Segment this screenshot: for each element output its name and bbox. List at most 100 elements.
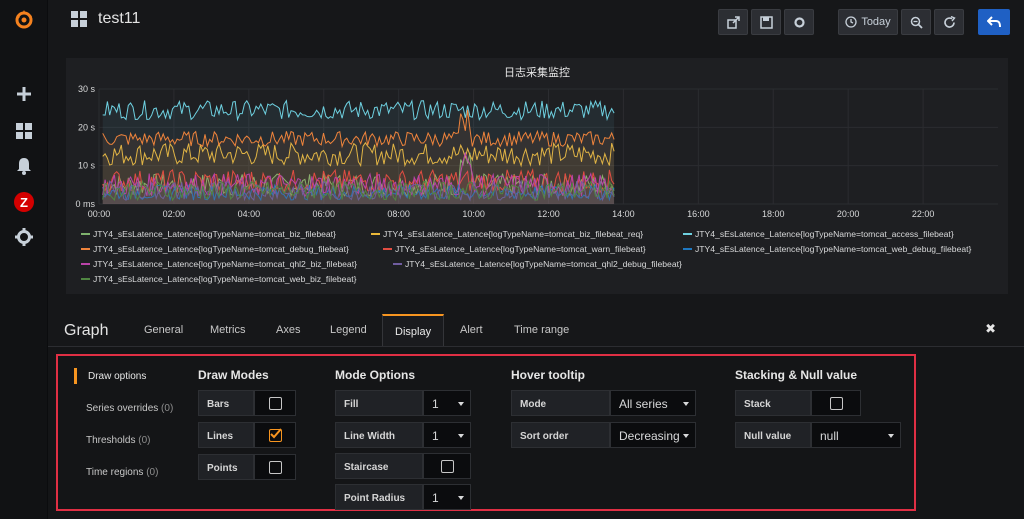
back-to-dashboard-button[interactable] <box>978 9 1010 35</box>
staircase-checkbox-cell[interactable] <box>423 453 471 479</box>
side-item-count: (0) <box>138 435 151 446</box>
side-item-series-overrides[interactable]: Series overrides (0) <box>86 403 173 414</box>
bars-label: Bars <box>198 390 254 416</box>
side-item-draw-options[interactable]: Draw options <box>88 371 146 382</box>
stack-checkbox-cell[interactable] <box>811 390 861 416</box>
back-arrow-icon <box>987 16 1001 28</box>
side-item-count: (0) <box>146 467 159 478</box>
time-picker-button[interactable]: Today <box>838 9 898 35</box>
chevron-down-icon <box>683 402 689 406</box>
staircase-checkbox[interactable] <box>441 460 454 473</box>
points-label: Points <box>198 454 254 480</box>
series-fill <box>102 100 615 204</box>
series-fill <box>102 109 615 204</box>
side-item-thresholds[interactable]: Thresholds (0) <box>86 435 150 446</box>
y-tick-label: 20 s <box>78 122 96 132</box>
sort-order-select[interactable]: Decreasing <box>610 422 696 448</box>
side-item-label: Thresholds <box>86 435 136 446</box>
dashboards-icon[interactable] <box>12 119 36 143</box>
panel-type-heading: Graph <box>64 322 109 339</box>
chevron-down-icon <box>458 402 464 406</box>
tab-display[interactable]: Display <box>382 314 445 347</box>
stack-checkbox[interactable] <box>830 397 843 410</box>
tab-general[interactable]: General <box>144 324 184 336</box>
legend-label: JTY4_sEsLatence_Latence{logTypeName=tomc… <box>93 244 349 254</box>
chevron-down-icon <box>888 434 894 438</box>
points-checkbox-cell[interactable] <box>254 454 296 480</box>
series-line <box>102 179 615 202</box>
legend-label: JTY4_sEsLatence_Latence{logTypeName=tomc… <box>405 259 682 269</box>
share-button[interactable] <box>718 9 748 35</box>
graph-panel[interactable]: 日志采集监控 0 ms 10 s 20 s 30 s 00:00 02:00 04:00 06… <box>66 58 1008 294</box>
points-checkbox[interactable] <box>269 461 282 474</box>
point-radius-value: 1 <box>432 491 439 505</box>
tab-alert[interactable]: Alert <box>460 324 483 336</box>
save-button[interactable] <box>751 9 781 35</box>
panel-editor-header: Graph General Metrics Axes Legend Displa… <box>48 310 1024 347</box>
line-width-select[interactable]: 1 <box>423 422 471 448</box>
legend-label: JTY4_sEsLatence_Latence{logTypeName=tomc… <box>93 259 357 269</box>
chevron-down-icon <box>458 496 464 500</box>
tooltip-mode-select[interactable]: All series <box>610 390 696 416</box>
refresh-button[interactable] <box>934 9 964 35</box>
x-tick-label: 06:00 <box>312 209 335 219</box>
fill-select[interactable]: 1 <box>423 390 471 416</box>
side-item-label: Time regions <box>86 467 144 478</box>
tab-time-range[interactable]: Time range <box>514 324 570 336</box>
settings-button[interactable] <box>784 9 814 35</box>
y-tick-label: 30 s <box>78 84 96 94</box>
point-radius-select[interactable]: 1 <box>423 484 471 510</box>
null-value-select[interactable]: null <box>811 422 901 448</box>
legend-label: JTY4_sEsLatence_Latence{logTypeName=tomc… <box>93 229 336 239</box>
zabbix-icon[interactable]: Z <box>12 190 36 214</box>
tab-axes[interactable]: Axes <box>276 324 301 336</box>
x-tick-label: 02:00 <box>163 209 186 219</box>
dashboard-title-text: test11 <box>98 10 141 27</box>
gear-icon <box>793 16 805 28</box>
side-item-label: Draw options <box>88 371 147 382</box>
x-tick-label: 20:00 <box>837 209 860 219</box>
panel-title: 日志采集监控 <box>504 67 570 79</box>
save-icon <box>759 15 773 29</box>
hover-tooltip-heading: Hover tooltip <box>511 368 585 382</box>
lines-checkbox-cell[interactable] <box>254 422 296 448</box>
bars-checkbox[interactable] <box>269 397 282 410</box>
share-icon <box>726 15 740 29</box>
lines-label: Lines <box>198 422 254 448</box>
dashboard-grid-icon <box>71 11 87 27</box>
active-indicator <box>74 368 77 384</box>
staircase-label: Staircase <box>335 453 423 479</box>
legend-label: JTY4_sEsLatence_Latence{logTypeName=tomc… <box>93 274 357 284</box>
plus-icon[interactable] <box>12 82 36 106</box>
chevron-down-icon <box>458 434 464 438</box>
time-range-label: Today <box>861 16 891 28</box>
side-item-count: (0) <box>161 403 174 414</box>
series-line <box>102 109 615 149</box>
series-line <box>102 99 615 122</box>
x-tick-label: 22:00 <box>912 209 935 219</box>
bars-checkbox-cell[interactable] <box>254 390 296 416</box>
null-value-value: null <box>820 429 839 443</box>
legend-label: JTY4_sEsLatence_Latence{logTypeName=tomc… <box>695 244 972 254</box>
side-item-label: Series overrides <box>86 403 159 414</box>
side-item-time-regions[interactable]: Time regions (0) <box>86 467 158 478</box>
close-editor-icon[interactable]: ✖ <box>985 321 996 336</box>
line-width-label: Line Width <box>335 422 423 448</box>
zoom-out-button[interactable] <box>901 9 931 35</box>
stacking-heading: Stacking & Null value <box>735 368 858 382</box>
tab-legend[interactable]: Legend <box>330 324 367 336</box>
x-tick-label: 14:00 <box>612 209 635 219</box>
stack-label: Stack <box>735 390 811 416</box>
x-tick-label: 04:00 <box>238 209 261 219</box>
bell-icon[interactable] <box>12 154 36 178</box>
x-tick-label: 10:00 <box>462 209 485 219</box>
tab-metrics[interactable]: Metrics <box>210 324 246 336</box>
grafana-logo-icon[interactable] <box>12 8 36 32</box>
tooltip-mode-value: All series <box>619 397 668 411</box>
legend-label: JTY4_sEsLatence_Latence{logTypeName=tomc… <box>395 244 646 254</box>
sidebar: Z <box>0 0 48 519</box>
chart-area[interactable]: 0 ms 10 s 20 s 30 s 00:00 02:00 04:00 06:00 08:0… <box>66 58 1008 294</box>
gear-icon[interactable] <box>12 225 36 249</box>
dashboard-title[interactable]: test11 <box>70 10 140 28</box>
lines-checkbox[interactable] <box>269 428 282 442</box>
